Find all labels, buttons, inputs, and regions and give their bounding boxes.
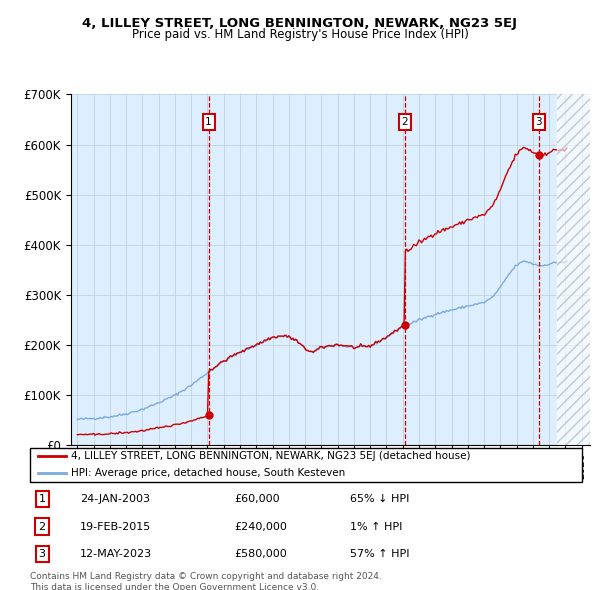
Bar	[557, 94, 590, 445]
Text: 3: 3	[536, 117, 542, 127]
Text: 4, LILLEY STREET, LONG BENNINGTON, NEWARK, NG23 5EJ (detached house): 4, LILLEY STREET, LONG BENNINGTON, NEWAR…	[71, 451, 471, 461]
Text: 2: 2	[401, 117, 408, 127]
Text: 57% ↑ HPI: 57% ↑ HPI	[350, 549, 410, 559]
Text: Contains HM Land Registry data © Crown copyright and database right 2024.
This d: Contains HM Land Registry data © Crown c…	[30, 572, 382, 590]
Text: 19-FEB-2015: 19-FEB-2015	[80, 522, 151, 532]
Text: £580,000: £580,000	[234, 549, 287, 559]
Text: HPI: Average price, detached house, South Kesteven: HPI: Average price, detached house, Sout…	[71, 468, 346, 478]
Bar	[557, 94, 590, 445]
Text: 24-JAN-2003: 24-JAN-2003	[80, 494, 149, 504]
Text: 2: 2	[38, 522, 46, 532]
Text: 4, LILLEY STREET, LONG BENNINGTON, NEWARK, NG23 5EJ: 4, LILLEY STREET, LONG BENNINGTON, NEWAR…	[83, 17, 517, 30]
Text: 12-MAY-2023: 12-MAY-2023	[80, 549, 152, 559]
Text: £240,000: £240,000	[234, 522, 287, 532]
Text: 1: 1	[205, 117, 212, 127]
Text: £60,000: £60,000	[234, 494, 280, 504]
Text: 3: 3	[38, 549, 46, 559]
Text: 1% ↑ HPI: 1% ↑ HPI	[350, 522, 403, 532]
Text: 65% ↓ HPI: 65% ↓ HPI	[350, 494, 410, 504]
Text: Price paid vs. HM Land Registry's House Price Index (HPI): Price paid vs. HM Land Registry's House …	[131, 28, 469, 41]
Text: 1: 1	[38, 494, 46, 504]
